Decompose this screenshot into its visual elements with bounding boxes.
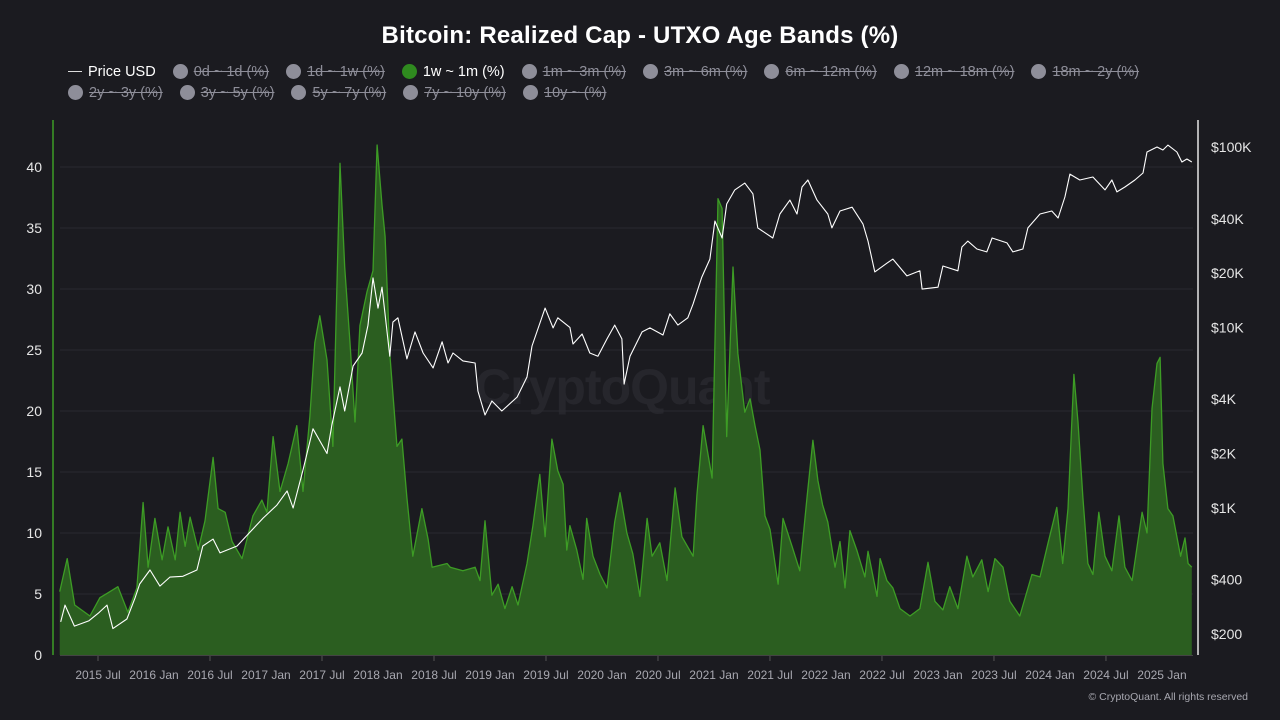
legend-item[interactable]: 3y ~ 5y (%) xyxy=(179,83,275,102)
legend-label: 5y ~ 7y (%) xyxy=(312,84,387,101)
circle-swatch-icon xyxy=(521,64,537,79)
x-tick-label: 2022 Jan xyxy=(801,668,850,682)
legend-item[interactable]: 1m ~ 3m (%) xyxy=(521,62,627,81)
x-tick-label: 2021 Jan xyxy=(689,668,738,682)
y-left-tick-label: 35 xyxy=(26,220,42,236)
circle-swatch-icon xyxy=(68,85,83,100)
x-tick-label: 2020 Jul xyxy=(635,668,680,682)
legend-item[interactable]: Price USD xyxy=(68,62,156,81)
axes: 0 5 10 15 20 25 30 35 40 $100K $40K $20K $10K $4K $2K $… xyxy=(26,120,1252,682)
circle-swatch-icon xyxy=(1031,64,1047,79)
legend-item[interactable]: 1d ~ 1w (%) xyxy=(286,62,385,81)
x-tick-label: 2023 Jul xyxy=(971,668,1016,682)
legend-label: 0d ~ 1d (%) xyxy=(193,63,270,80)
y-right-tick-label: $100K xyxy=(1211,139,1252,155)
band-area-layer xyxy=(59,144,1193,655)
legend-label: 18m ~ 2y (%) xyxy=(1052,63,1140,80)
legend-label: 3y ~ 5y (%) xyxy=(200,84,275,101)
circle-swatch-icon xyxy=(403,85,419,100)
legend-item[interactable]: 3m ~ 6m (%) xyxy=(643,62,747,81)
legend-item[interactable]: 2y ~ 3y (%) xyxy=(68,83,163,102)
x-tick-label: 2017 Jul xyxy=(299,668,344,682)
legend-label: 12m ~ 18m (%) xyxy=(914,63,1015,80)
legend-label: 10y ~ (%) xyxy=(544,84,607,101)
legend: Price USD 0d ~ 1d (%) 1d ~ 1w (%) 1w ~ 1m (… xyxy=(68,62,1228,102)
legend-label: 1d ~ 1w (%) xyxy=(307,63,385,80)
y-left-tick-label: 25 xyxy=(26,342,42,358)
circle-swatch-icon xyxy=(401,64,417,79)
y-right-tick-label: $200 xyxy=(1211,626,1242,642)
y-right-tick-label: $1K xyxy=(1211,500,1237,516)
circle-swatch-icon xyxy=(172,64,188,79)
legend-item[interactable]: 7y ~ 10y (%) xyxy=(403,83,506,102)
circle-swatch-icon xyxy=(764,64,780,79)
band-area-fill xyxy=(59,145,1192,655)
x-tick-label: 2024 Jan xyxy=(1025,668,1074,682)
legend-label: 6m ~ 12m (%) xyxy=(785,63,877,80)
legend-label: 3m ~ 6m (%) xyxy=(664,63,748,80)
x-tick-label: 2016 Jul xyxy=(187,668,232,682)
x-tick-label: 2017 Jan xyxy=(241,668,290,682)
y-right-tick-label: $2K xyxy=(1211,445,1237,461)
y-right-tick-label: $4K xyxy=(1211,391,1237,407)
circle-swatch-icon xyxy=(643,64,659,79)
legend-item[interactable]: 1w ~ 1m (%) xyxy=(401,62,505,81)
x-tick-label: 2018 Jul xyxy=(411,668,456,682)
y-left-tick-label: 10 xyxy=(26,525,42,541)
circle-swatch-icon xyxy=(286,64,302,79)
band-area-line xyxy=(59,144,1193,617)
legend-label: Price USD xyxy=(88,63,156,80)
x-tick-label: 2019 Jan xyxy=(465,668,514,682)
y-left-tick-label: 20 xyxy=(26,403,42,419)
legend-item[interactable]: 18m ~ 2y (%) xyxy=(1031,62,1139,81)
legend-item[interactable]: 12m ~ 18m (%) xyxy=(893,62,1015,81)
x-tick-label: 2022 Jul xyxy=(859,668,904,682)
y-right-tick-label: $10K xyxy=(1211,319,1244,335)
legend-item[interactable]: 10y ~ (%) xyxy=(523,83,606,102)
legend-label: 2y ~ 3y (%) xyxy=(89,84,163,101)
x-tick-label: 2024 Jul xyxy=(1083,668,1128,682)
y-left-tick-label: 5 xyxy=(34,586,42,602)
legend-item[interactable]: 0d ~ 1d (%) xyxy=(172,62,270,81)
y-left-tick-label: 0 xyxy=(34,647,42,663)
y-left-tick-label: 40 xyxy=(26,159,42,175)
x-tick-label: 2025 Jan xyxy=(1137,668,1186,682)
x-tick-label: 2021 Jul xyxy=(747,668,792,682)
copyright-text: © CryptoQuant. All rights reserved xyxy=(1088,691,1248,703)
x-tick-label: 2018 Jan xyxy=(353,668,402,682)
y-right-tick-label: $40K xyxy=(1211,211,1244,227)
circle-swatch-icon xyxy=(179,85,195,100)
x-tick-label: 2023 Jan xyxy=(913,668,962,682)
line-swatch-icon xyxy=(68,71,82,72)
y-left-tick-label: 30 xyxy=(26,281,42,297)
x-tick-label: 2016 Jan xyxy=(129,668,178,682)
legend-label: 7y ~ 10y (%) xyxy=(424,84,506,101)
legend-item[interactable]: 6m ~ 12m (%) xyxy=(764,62,877,81)
legend-item[interactable]: 5y ~ 7y (%) xyxy=(291,83,386,102)
x-tick-label: 2019 Jul xyxy=(523,668,568,682)
legend-label: 1m ~ 3m (%) xyxy=(542,63,627,80)
chart-title: Bitcoin: Realized Cap - UTXO Age Bands (… xyxy=(381,22,899,49)
x-tick-label: 2015 Jul xyxy=(75,668,120,682)
y-right-tick-label: $20K xyxy=(1211,265,1244,281)
y-right-tick-label: $400 xyxy=(1211,572,1242,588)
circle-swatch-icon xyxy=(291,85,307,100)
circle-swatch-icon xyxy=(523,85,538,100)
circle-swatch-icon xyxy=(893,64,909,79)
legend-label: 1w ~ 1m (%) xyxy=(422,63,505,80)
price-line-layer xyxy=(60,144,1193,630)
x-tick-label: 2020 Jan xyxy=(577,668,626,682)
y-left-tick-label: 15 xyxy=(26,464,42,480)
price-line xyxy=(60,144,1193,630)
